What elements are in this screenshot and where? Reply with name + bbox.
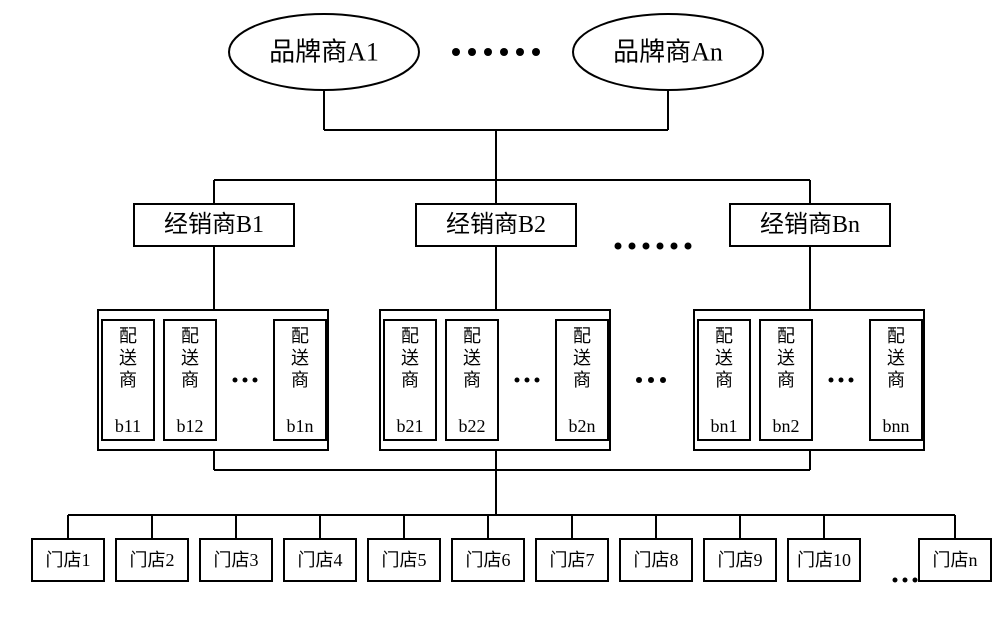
distributor-id-1-1: b22 — [459, 416, 486, 436]
svg-text:商: 商 — [119, 370, 137, 390]
distributor-label-2-2: 配送商 — [887, 326, 905, 390]
svg-text:配: 配 — [887, 326, 905, 346]
svg-text:配: 配 — [463, 326, 481, 346]
distributor-label-2-1: 配送商 — [777, 326, 795, 390]
distributor-label-1-1: 配送商 — [463, 326, 481, 390]
svg-text:商: 商 — [181, 370, 199, 390]
distributor-id-1-0: b21 — [397, 416, 424, 436]
distributor-id-2-1: bn2 — [773, 416, 800, 436]
svg-text:商: 商 — [715, 370, 733, 390]
svg-text:配: 配 — [715, 326, 733, 346]
svg-text:送: 送 — [119, 348, 137, 368]
svg-text:送: 送 — [715, 348, 733, 368]
svg-text:商: 商 — [887, 370, 905, 390]
svg-text:配: 配 — [181, 326, 199, 346]
distributor-id-0-1: b12 — [177, 416, 204, 436]
svg-text:配: 配 — [573, 326, 591, 346]
distributor-id-0-0: b11 — [115, 416, 141, 436]
store-label-1: 门店2 — [130, 550, 175, 570]
svg-text:送: 送 — [291, 348, 309, 368]
brand-label-right: 品牌商An — [613, 38, 723, 67]
store-label-8: 门店9 — [718, 550, 763, 570]
svg-text:商: 商 — [291, 370, 309, 390]
store-label-3: 门店4 — [298, 550, 343, 570]
svg-text:配: 配 — [291, 326, 309, 346]
svg-text:商: 商 — [463, 370, 481, 390]
dealer-label-2: 经销商Bn — [760, 211, 860, 238]
svg-text:送: 送 — [777, 348, 795, 368]
distributor-label-0-1: 配送商 — [181, 326, 199, 390]
store-label-7: 门店8 — [634, 550, 679, 570]
distributor-label-0-2: 配送商 — [291, 326, 309, 390]
svg-text:商: 商 — [573, 370, 591, 390]
store-label-0: 门店1 — [46, 550, 91, 570]
distributor-label-0-0: 配送商 — [119, 326, 137, 390]
store-label-2: 门店3 — [214, 550, 259, 570]
svg-text:送: 送 — [401, 348, 419, 368]
distributor-label-1-0: 配送商 — [401, 326, 419, 390]
distributor-label-1-2: 配送商 — [573, 326, 591, 390]
svg-text:配: 配 — [777, 326, 795, 346]
dealer-label-0: 经销商B1 — [164, 211, 264, 238]
svg-text:送: 送 — [887, 348, 905, 368]
store-label-6: 门店7 — [550, 550, 595, 570]
distributor-id-0-2: b1n — [287, 416, 314, 436]
store-label-n: 门店n — [933, 550, 978, 570]
svg-text:商: 商 — [401, 370, 419, 390]
distributor-label-2-0: 配送商 — [715, 326, 733, 390]
distributor-id-2-0: bn1 — [711, 416, 738, 436]
store-label-4: 门店5 — [382, 550, 427, 570]
svg-text:送: 送 — [463, 348, 481, 368]
distributor-id-1-2: b2n — [569, 416, 596, 436]
svg-text:送: 送 — [181, 348, 199, 368]
store-label-5: 门店6 — [466, 550, 511, 570]
svg-text:配: 配 — [401, 326, 419, 346]
svg-text:送: 送 — [573, 348, 591, 368]
svg-text:商: 商 — [777, 370, 795, 390]
brand-label-left: 品牌商A1 — [269, 38, 379, 67]
svg-text:配: 配 — [119, 326, 137, 346]
dealer-label-1: 经销商B2 — [446, 211, 546, 238]
store-label-9: 门店10 — [797, 550, 851, 570]
distributor-id-2-2: bnn — [883, 416, 910, 436]
